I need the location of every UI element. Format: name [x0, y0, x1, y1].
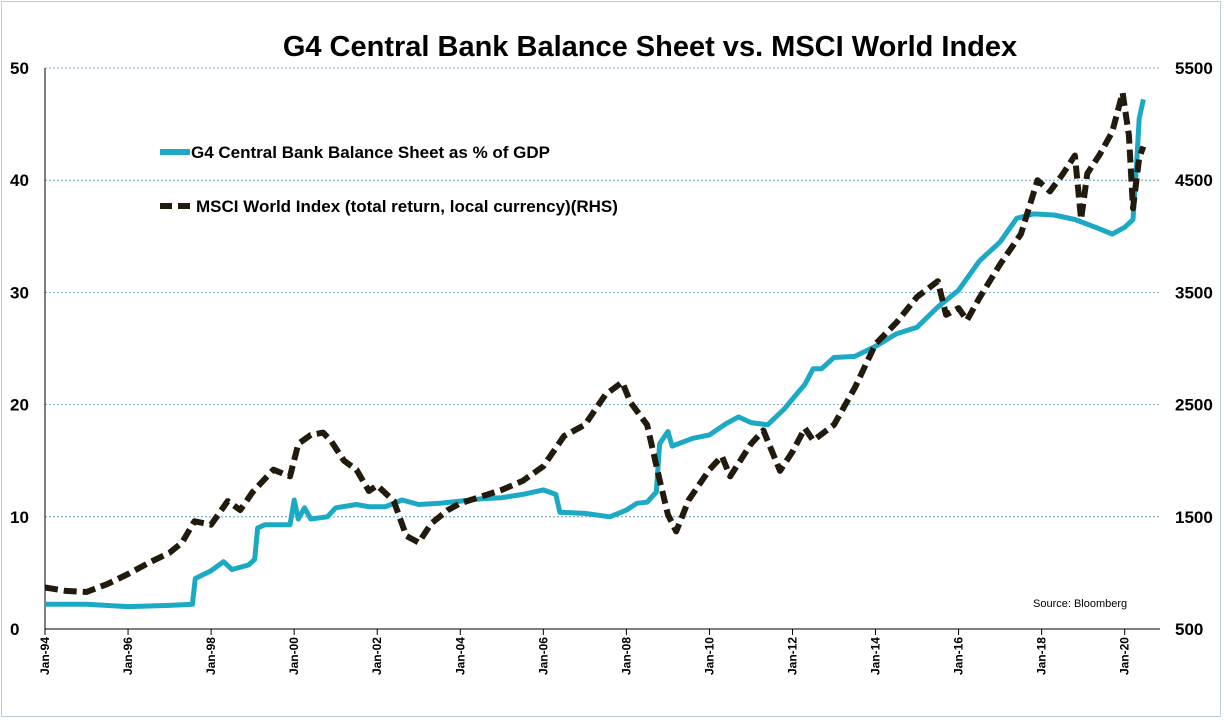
series-group	[44, 89, 1147, 610]
gridlines	[45, 67, 1160, 518]
legend: G4 Central Bank Balance Sheet as % of GD…	[160, 143, 618, 216]
x-tick-label: Jan-18	[1035, 637, 1049, 675]
y-right-tick-label: 5500	[1175, 59, 1213, 78]
y-right-tick-label: 4500	[1175, 171, 1213, 190]
y-right-tick-label: 2500	[1175, 396, 1213, 415]
x-tick-label: Jan-12	[785, 637, 799, 675]
x-tick-label: Jan-98	[204, 637, 218, 675]
legend-label-balance-sheet: G4 Central Bank Balance Sheet as % of GD…	[191, 143, 550, 162]
x-tick-label: Jan-00	[287, 637, 301, 675]
y-right-tick-label: 3500	[1175, 283, 1213, 302]
x-tick-label: Jan-96	[121, 637, 135, 675]
y-axis-left: 0 10 20 30 40 50	[10, 59, 46, 639]
y-left-tick-label: 30	[10, 283, 29, 302]
y-left-tick-label: 40	[10, 171, 29, 190]
x-tick-label: Jan-20	[1118, 637, 1132, 675]
source-note: Source: Bloomberg	[1033, 598, 1127, 610]
y-left-tick-label: 10	[10, 508, 29, 527]
x-tick-label: Jan-10	[702, 637, 716, 675]
x-tick-label: Jan-06	[536, 637, 550, 675]
x-tick-label: Jan-08	[619, 637, 633, 675]
y-axis-right: 500 1500 2500 3500 4500 5500	[1175, 59, 1213, 639]
x-tick-label: Jan-02	[370, 637, 384, 675]
x-tick-label: Jan-14	[869, 637, 883, 675]
y-left-tick-label: 20	[10, 396, 29, 415]
series-line-balance-sheet	[45, 98, 1146, 610]
series-line-msci	[44, 89, 1147, 595]
x-axis: Jan-94 Jan-96 Jan-98 Jan-00 Jan-02 Jan-04 Jan-…	[38, 628, 1160, 675]
x-tick-label: Jan-04	[453, 637, 467, 675]
x-tick-label: Jan-16	[952, 637, 966, 675]
y-right-tick-label: 500	[1175, 620, 1203, 639]
y-left-tick-label: 50	[10, 59, 29, 78]
x-tick-label: Jan-94	[38, 637, 52, 675]
y-right-tick-label: 1500	[1175, 508, 1213, 527]
chart-title: G4 Central Bank Balance Sheet vs. MSCI W…	[283, 31, 1017, 63]
legend-label-msci: MSCI World Index (total return, local cu…	[196, 197, 618, 216]
y-left-tick-label: 0	[10, 620, 19, 639]
